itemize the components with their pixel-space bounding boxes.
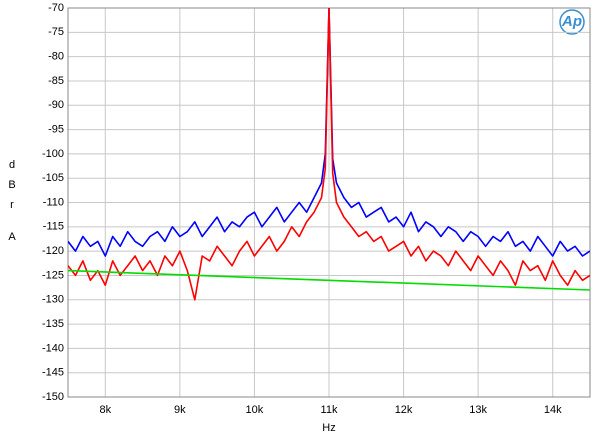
y-axis-label: d [9,159,15,171]
series-line [68,8,590,257]
y-tick-label: -85 [48,75,64,87]
series-group [68,8,590,301]
y-axis-label: B [8,179,15,191]
y-tick-label: -100 [42,148,64,160]
y-tick-label: -125 [42,269,64,281]
x-tick-label: 11k [321,404,338,416]
y-tick-label: -140 [42,342,64,354]
x-tick-label: 13k [469,404,487,416]
y-tick-label: -70 [48,2,64,14]
y-tick-label: -105 [42,172,64,184]
y-tick-label: -135 [42,318,64,330]
y-tick-label: -120 [42,245,64,257]
logo-ring [559,9,585,35]
y-tick-label: -75 [48,26,64,38]
x-tick-label: 10k [246,404,264,416]
y-tick-label: -80 [48,51,64,63]
y-tick-label: -115 [43,221,64,233]
y-tick-label: -90 [48,99,64,111]
y-axis-label: A [8,231,16,243]
y-tick-label: -95 [48,123,64,135]
x-tick-label: 12k [395,404,413,416]
y-tick-label: -150 [42,391,64,403]
y-axis-label: r [10,199,14,211]
x-tick-label: 14k [544,404,562,416]
x-tick-label: 8k [99,404,111,416]
y-tick-label: -130 [42,294,64,306]
y-tick-label: -145 [42,367,64,379]
logo: Ap [561,13,582,30]
x-tick-label: 9k [174,404,186,416]
series-line [68,8,590,301]
y-tick-label: -110 [43,196,64,208]
x-axis-label: Hz [322,422,335,434]
series-line [68,269,590,291]
